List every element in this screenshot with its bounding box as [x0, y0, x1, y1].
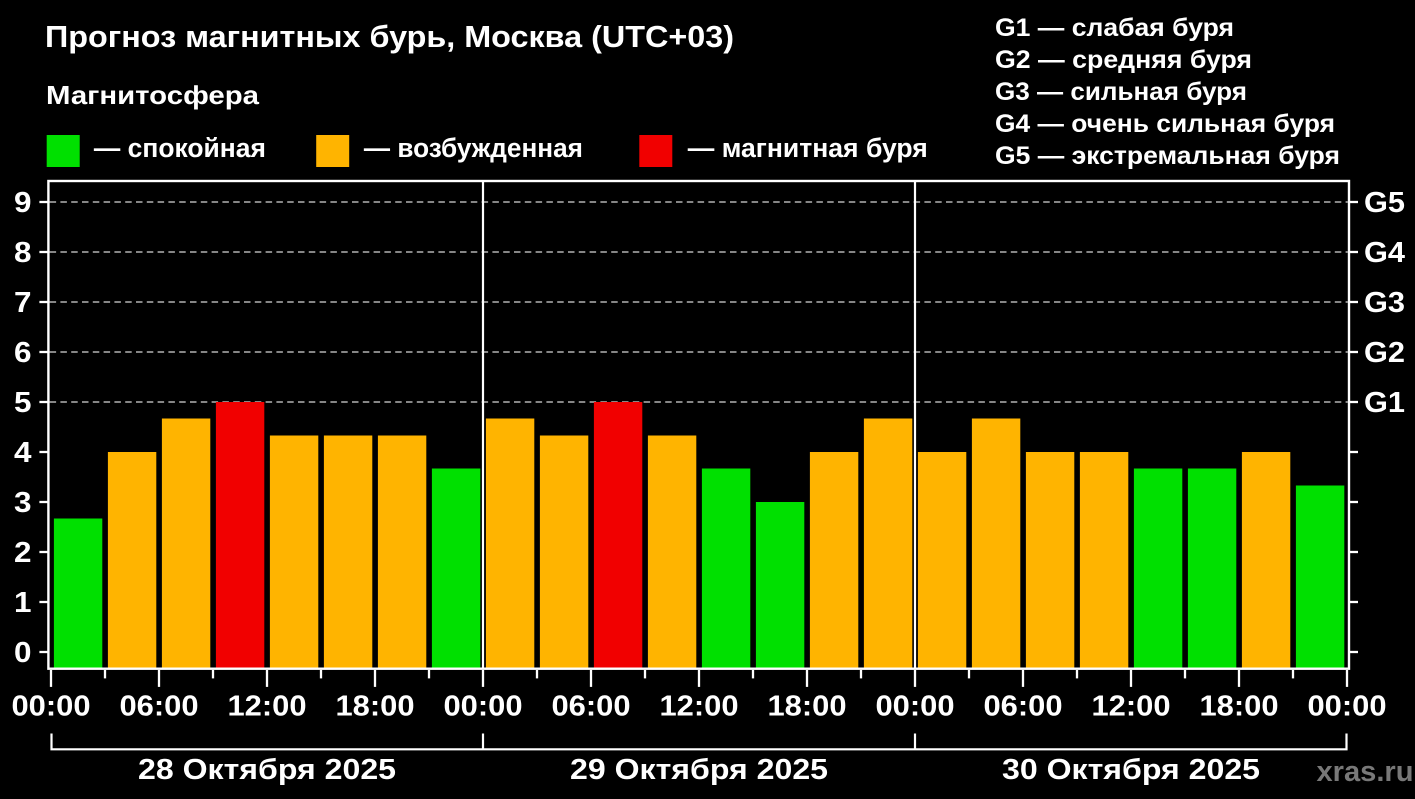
- svg-text:18:00: 18:00: [768, 691, 847, 723]
- svg-text:G4: G4: [1364, 237, 1405, 269]
- svg-text:1: 1: [14, 587, 32, 619]
- svg-text:18:00: 18:00: [1200, 691, 1279, 723]
- svg-text:Магнитосфера: Магнитосфера: [46, 80, 260, 110]
- svg-text:— магнитная буря: — магнитная буря: [688, 133, 928, 163]
- svg-text:5: 5: [14, 387, 32, 419]
- svg-text:00:00: 00:00: [1308, 691, 1387, 723]
- svg-text:00:00: 00:00: [12, 691, 91, 723]
- svg-text:06:00: 06:00: [552, 691, 631, 723]
- svg-text:— возбужденная: — возбужденная: [364, 133, 583, 163]
- svg-text:G5 — экстремальная буря: G5 — экстремальная буря: [995, 142, 1340, 170]
- svg-text:G5: G5: [1364, 187, 1405, 219]
- svg-text:G1 — слабая буря: G1 — слабая буря: [995, 14, 1234, 42]
- svg-text:G3 — сильная буря: G3 — сильная буря: [995, 78, 1247, 106]
- svg-text:9: 9: [14, 187, 32, 219]
- svg-text:3: 3: [14, 487, 32, 519]
- svg-text:28 Октября 2025: 28 Октября 2025: [138, 754, 396, 786]
- svg-text:06:00: 06:00: [984, 691, 1063, 723]
- svg-text:4: 4: [14, 437, 32, 469]
- svg-text:G3: G3: [1364, 287, 1405, 319]
- svg-text:06:00: 06:00: [120, 691, 199, 723]
- svg-text:G1: G1: [1364, 387, 1405, 419]
- svg-text:29 Октября 2025: 29 Октября 2025: [570, 754, 828, 786]
- svg-text:12:00: 12:00: [1092, 691, 1171, 723]
- svg-text:7: 7: [14, 287, 32, 319]
- svg-text:G2 — средняя буря: G2 — средняя буря: [995, 46, 1252, 74]
- svg-text:18:00: 18:00: [336, 691, 415, 723]
- svg-text:G4 — очень сильная буря: G4 — очень сильная буря: [995, 110, 1335, 138]
- svg-text:30 Октября 2025: 30 Октября 2025: [1002, 754, 1260, 786]
- svg-text:xras.ru: xras.ru: [1317, 756, 1414, 788]
- svg-text:0: 0: [14, 637, 32, 669]
- svg-text:6: 6: [14, 337, 32, 369]
- svg-text:12:00: 12:00: [660, 691, 739, 723]
- svg-text:8: 8: [14, 237, 32, 269]
- svg-text:00:00: 00:00: [876, 691, 955, 723]
- svg-text:G2: G2: [1364, 337, 1405, 369]
- svg-text:12:00: 12:00: [228, 691, 307, 723]
- svg-text:— спокойная: — спокойная: [94, 133, 266, 163]
- svg-text:Прогноз магнитных бурь, Москва: Прогноз магнитных бурь, Москва (UTC+03): [45, 19, 734, 54]
- svg-text:2: 2: [14, 537, 32, 569]
- svg-text:00:00: 00:00: [444, 691, 523, 723]
